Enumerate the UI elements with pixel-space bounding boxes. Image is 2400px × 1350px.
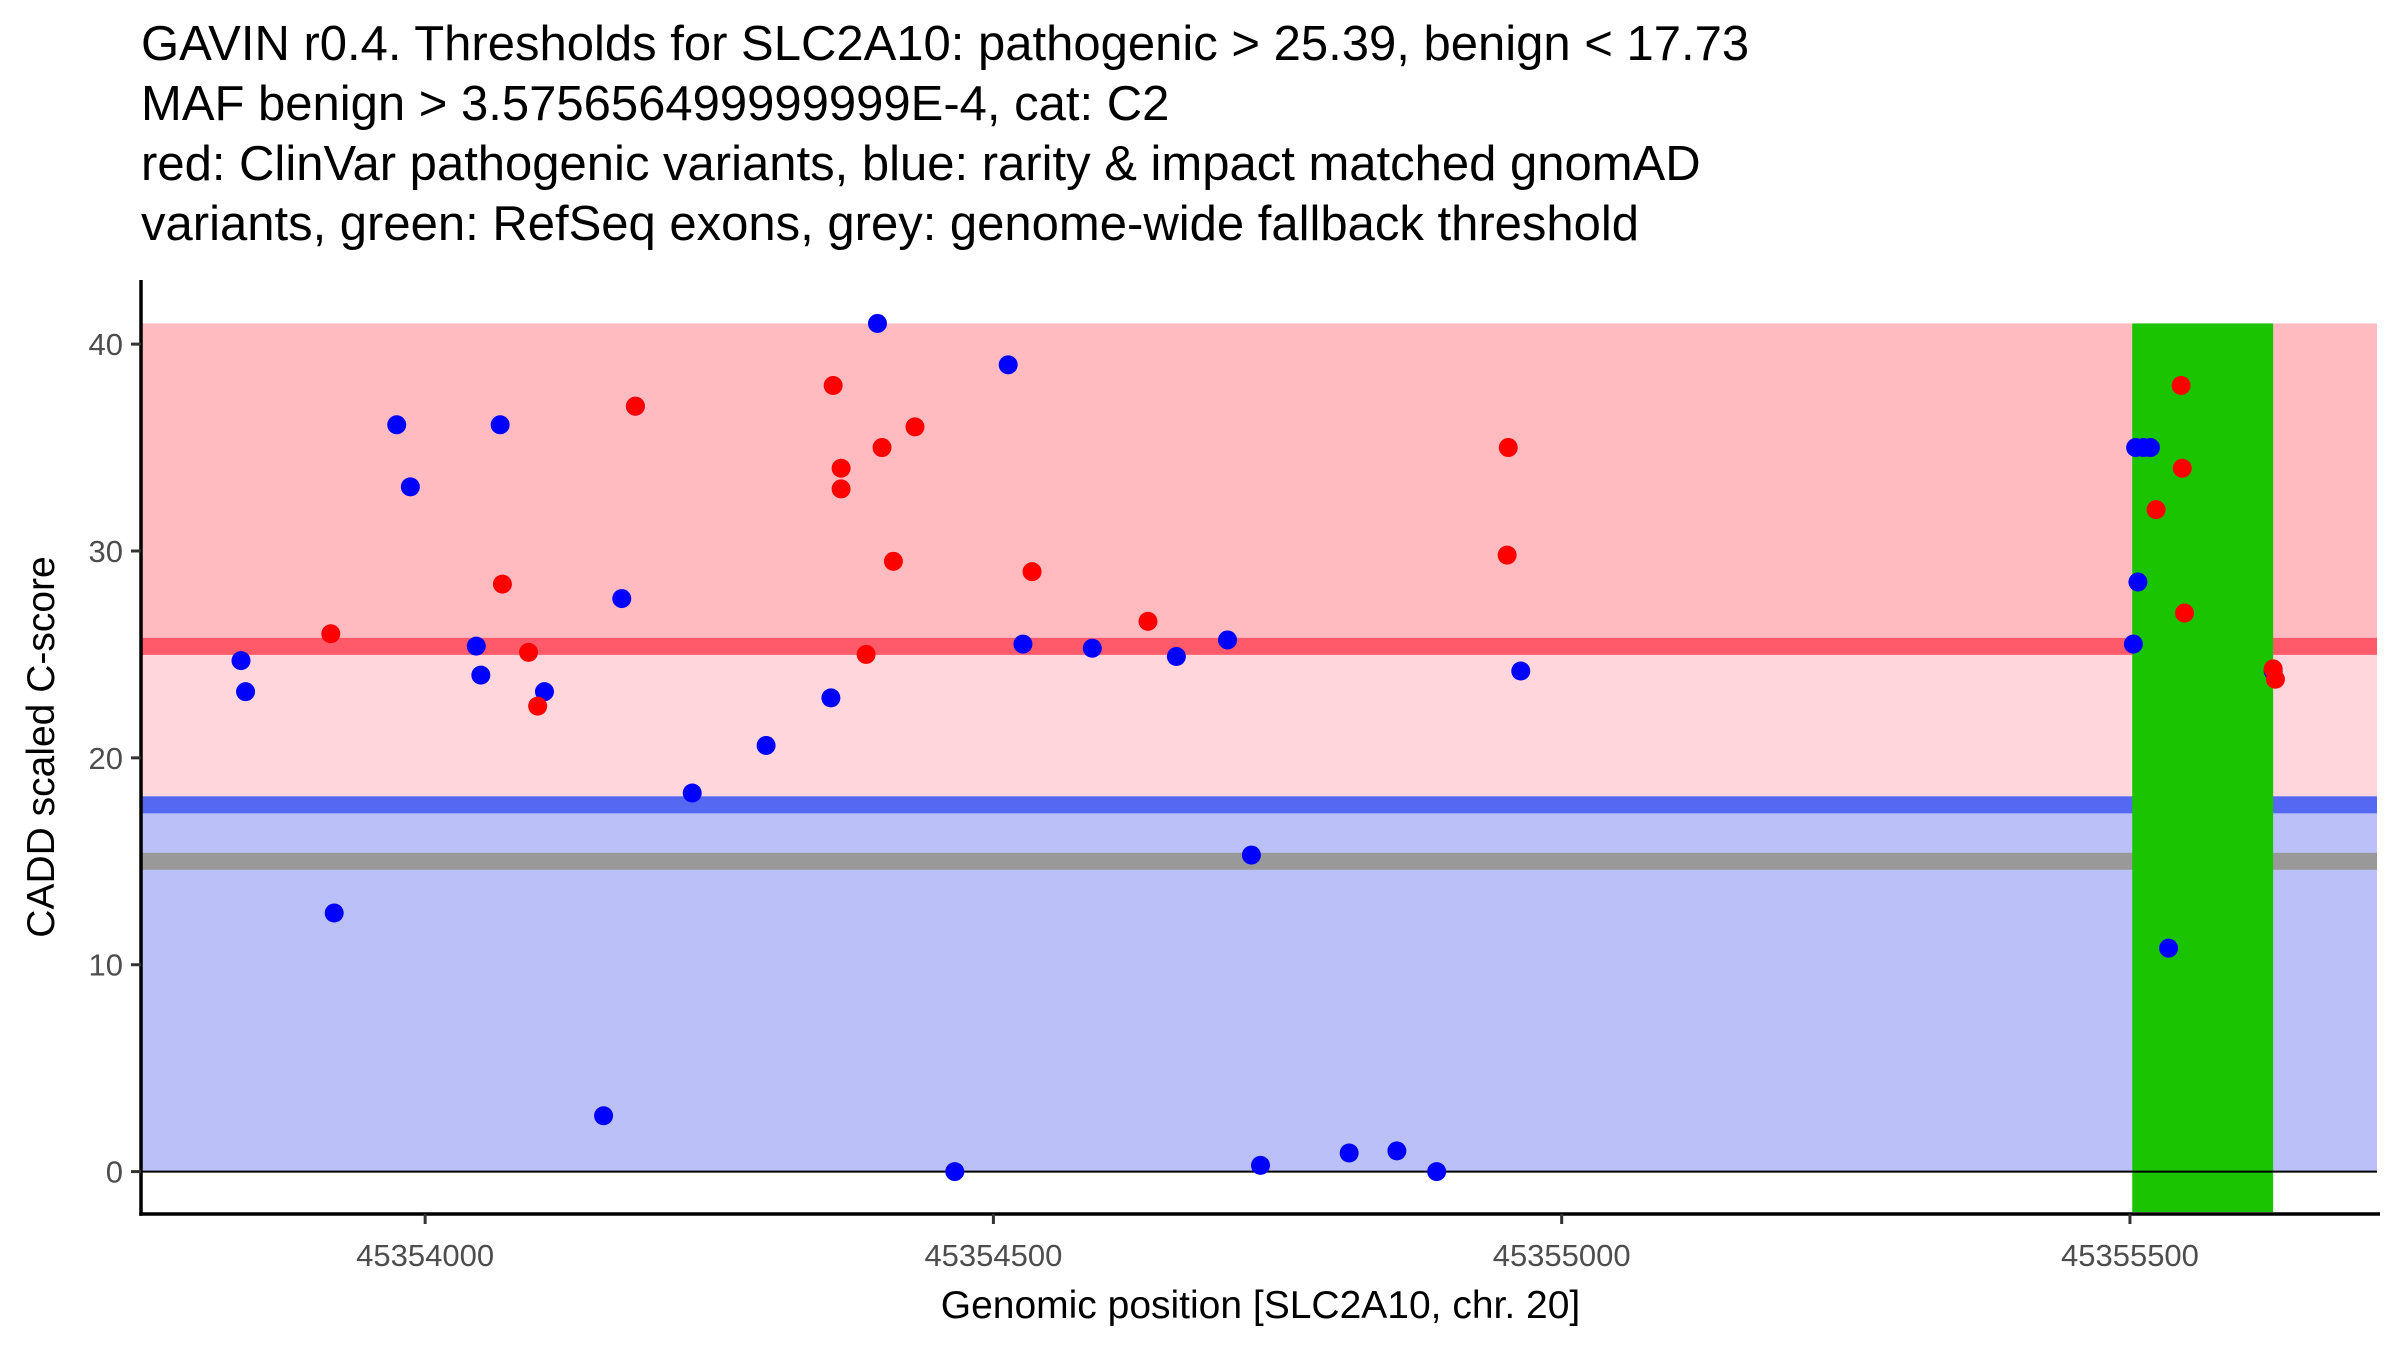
gnomad-point — [1218, 630, 1238, 650]
y-tick-label: 10 — [89, 948, 123, 983]
gnomad-point — [1166, 646, 1186, 666]
gnomad-point — [2159, 938, 2179, 958]
uncertain-zone — [142, 646, 2377, 805]
y-tick-label: 0 — [106, 1155, 123, 1190]
gnomad-point — [2123, 634, 2143, 654]
title-line-3: red: ClinVar pathogenic variants, blue: … — [141, 137, 1701, 191]
gnomad-point — [998, 355, 1018, 375]
threshold-bands — [142, 323, 2377, 1172]
gnomad-point — [756, 735, 776, 755]
clinvar-point — [905, 417, 925, 437]
clinvar-point — [528, 696, 548, 716]
pathogenic-threshold-line — [142, 637, 2377, 655]
clinvar-point — [1022, 562, 1042, 582]
gnomad-point — [1511, 661, 1531, 681]
clinvar-point — [2171, 376, 2191, 396]
clinvar-point — [872, 438, 892, 458]
gnomad-point — [682, 783, 702, 803]
clinvar-point — [625, 396, 645, 416]
threshold-lines — [142, 637, 2377, 870]
clinvar-point — [2265, 669, 2285, 689]
clinvar-point — [1498, 438, 1518, 458]
gnomad-point — [945, 1162, 965, 1182]
gnomad-point — [324, 903, 344, 923]
clinvar-point — [519, 642, 539, 662]
data-points — [231, 313, 2285, 1182]
gnomad-point — [2128, 572, 2148, 592]
title-line-2: MAF benign > 3.575656499999999E-4, cat: … — [141, 77, 1170, 131]
gnomad-point — [867, 313, 887, 333]
gnomad-point — [1241, 845, 1261, 865]
gnomad-point — [1387, 1141, 1407, 1161]
gnomad-point — [1251, 1155, 1270, 1175]
clinvar-point — [321, 624, 341, 644]
y-tick-label: 40 — [89, 327, 123, 362]
gnomad-point — [490, 415, 510, 435]
title-line-1: GAVIN r0.4. Thresholds for SLC2A10: path… — [141, 17, 1750, 71]
gnomad-point — [1339, 1143, 1359, 1163]
y-axis-ticks: 0 10 20 30 40 — [89, 327, 141, 1190]
clinvar-point — [856, 644, 876, 664]
clinvar-point — [823, 376, 843, 396]
pathogenic-zone — [142, 323, 2377, 647]
x-tick-label: 45354000 — [356, 1238, 494, 1273]
clinvar-point — [2146, 500, 2166, 520]
fallback-threshold-line — [142, 852, 2377, 870]
clinvar-point — [831, 458, 851, 478]
clinvar-point — [831, 479, 851, 499]
gnomad-point — [2140, 438, 2160, 458]
gnomad-point — [466, 636, 486, 656]
gnomad-point — [471, 665, 491, 685]
y-tick-label: 30 — [89, 534, 123, 569]
x-tick-label: 45354500 — [924, 1238, 1062, 1273]
gnomad-point — [231, 651, 251, 671]
gnomad-point — [1427, 1162, 1447, 1182]
y-axis-title: CADD scaled C-score — [20, 556, 63, 937]
gnomad-point — [821, 688, 841, 708]
axes — [139, 280, 2380, 1216]
gnomad-point — [1013, 634, 1033, 654]
x-tick-label: 45355000 — [1493, 1238, 1631, 1273]
gnomad-point — [1082, 638, 1102, 658]
x-tick-label: 45355500 — [2061, 1238, 2199, 1273]
y-tick-label: 20 — [89, 741, 123, 776]
clinvar-point — [1497, 545, 1517, 565]
gnomad-point — [612, 589, 632, 609]
benign-threshold-line — [142, 796, 2377, 814]
clinvar-point — [492, 574, 512, 594]
gnomad-point — [594, 1106, 614, 1126]
clinvar-point — [2172, 458, 2192, 478]
gnomad-point — [236, 682, 256, 702]
exon-region — [2132, 323, 2274, 1212]
gnomad-point — [400, 477, 420, 497]
title-line-4: variants, green: RefSeq exons, grey: gen… — [141, 197, 1640, 251]
gnomad-point — [534, 682, 554, 702]
gnomad-point — [387, 415, 407, 435]
clinvar-point — [883, 551, 903, 571]
chart-title: GAVIN r0.4. Thresholds for SLC2A10: path… — [141, 14, 1749, 254]
exon-regions — [2132, 323, 2274, 1212]
x-axis-ticks: 45354000 45354500 45355000 45355500 — [356, 1214, 2199, 1273]
clinvar-point — [1138, 611, 1158, 631]
x-axis-title: Genomic position [SLC2A10, chr. 20] — [941, 1284, 1581, 1327]
clinvar-point — [2175, 603, 2195, 623]
